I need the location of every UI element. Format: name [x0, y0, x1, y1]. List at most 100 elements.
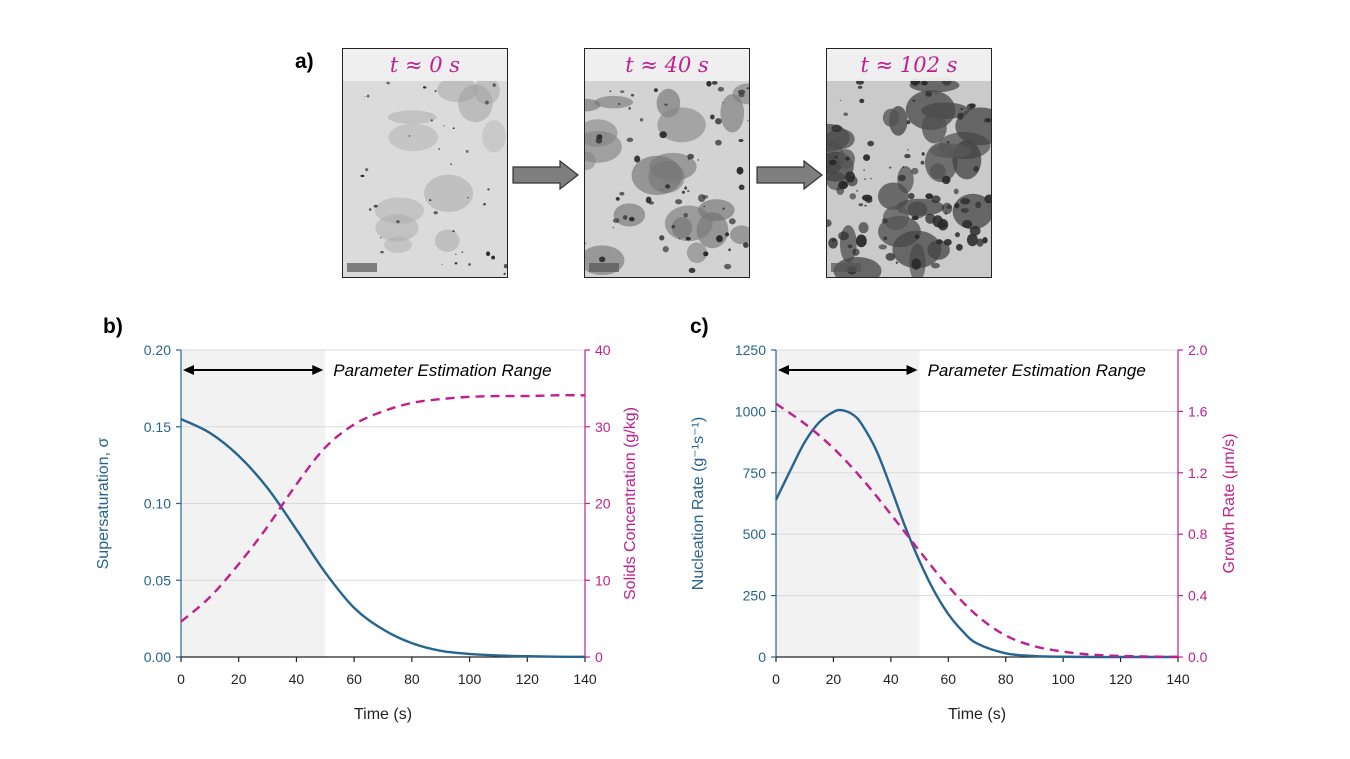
micrograph-shadow	[929, 163, 946, 179]
micrograph-shadow	[388, 123, 439, 152]
micrograph-shadow	[585, 130, 622, 163]
crystal-particle	[461, 251, 464, 253]
crystal-particle	[843, 112, 849, 117]
y2-tick-label: 30	[595, 419, 611, 435]
crystal-particle	[863, 169, 865, 172]
crystal-particle	[364, 96, 366, 98]
crystal-particle	[881, 218, 888, 224]
crystal-particle	[366, 94, 370, 98]
crystal-particle	[912, 81, 918, 87]
crystal-particle	[925, 213, 936, 224]
crystal-particle	[852, 248, 860, 256]
crystal-particle	[716, 235, 723, 243]
crystal-particle	[907, 149, 909, 151]
crystal-particle	[380, 236, 382, 239]
crystal-particle	[867, 140, 875, 147]
time-label: t ≈ 40 s	[585, 49, 749, 81]
scale-bar	[831, 263, 861, 272]
crystal-particle	[954, 232, 961, 238]
micrograph-image	[585, 49, 749, 277]
crystal-particle	[615, 196, 620, 201]
scale-bar	[589, 263, 619, 272]
micrograph-shadow	[387, 110, 437, 124]
crystal-particle	[711, 80, 718, 85]
crystal-particle	[380, 250, 384, 254]
micrograph-image	[827, 49, 991, 277]
range-arrow-right-head	[906, 365, 918, 375]
crystal-particle	[648, 201, 655, 205]
chart-b: b) 0.00 0.05 0.10 0.15 0.20 0 10 20 30 40 0 20 40 60 80…	[95, 315, 639, 723]
crystal-particle	[738, 138, 744, 143]
crystal-particle	[722, 102, 724, 104]
crystal-particle	[969, 225, 981, 236]
crystal-particle	[925, 193, 934, 200]
crystal-particle	[729, 218, 736, 225]
micrograph-shadow	[720, 93, 745, 133]
y-tick-label: 750	[743, 465, 767, 481]
crystal-particle	[671, 225, 676, 229]
crystal-particle	[706, 80, 712, 87]
micrograph-shadow	[649, 152, 697, 181]
x-tick-label: 60	[940, 671, 956, 687]
crystal-particle	[747, 120, 749, 122]
y-tick-label: 0.00	[144, 649, 171, 665]
crystal-particle	[683, 212, 688, 218]
x-tick-label: 20	[826, 671, 842, 687]
y2-tick-label: 0.4	[1188, 588, 1208, 604]
crystal-particle	[870, 177, 872, 180]
crystal-particle	[639, 118, 644, 122]
y-tick-label: 0.20	[144, 342, 171, 358]
crystal-particle	[864, 204, 867, 207]
crystal-particle	[960, 208, 969, 213]
x-axis-label: Time (s)	[948, 706, 1006, 723]
crystal-particle	[609, 90, 612, 93]
y2-tick-label: 40	[595, 342, 611, 358]
x-tick-label: 80	[998, 671, 1014, 687]
micrograph-shadow	[686, 242, 708, 264]
crystal-particle	[838, 231, 849, 241]
panel-label: c)	[690, 315, 709, 338]
crystal-particle	[626, 137, 634, 143]
crystal-particle	[360, 174, 365, 178]
crystal-particle	[858, 222, 869, 234]
crystal-particle	[946, 204, 952, 210]
crystal-particle	[368, 208, 372, 211]
crystal-particle	[935, 93, 937, 95]
x-tick-label: 20	[231, 671, 247, 687]
crystal-particle	[864, 178, 866, 180]
crystal-particle	[465, 149, 469, 153]
crystal-particle	[945, 178, 950, 183]
y-tick-label: 500	[743, 526, 767, 542]
crystal-particle	[936, 239, 943, 245]
crystal-particle	[984, 194, 991, 204]
crystal-particle	[859, 98, 865, 104]
micrograph-shadow	[482, 120, 506, 153]
crystal-particle	[503, 272, 506, 275]
crystal-particle	[468, 263, 472, 266]
crystal-particle	[422, 86, 427, 89]
crystal-particle	[492, 83, 496, 87]
y2-tick-label: 0.0	[1188, 649, 1208, 665]
crystal-particle	[736, 166, 744, 175]
crystal-particle	[467, 196, 469, 199]
crystal-particle	[697, 159, 700, 161]
micrograph-shadow	[424, 174, 473, 213]
crystal-particle	[828, 159, 837, 166]
crystal-particle	[596, 134, 603, 140]
scale-bar	[347, 263, 377, 272]
crystal-particle	[634, 155, 641, 163]
crystal-particle	[661, 189, 663, 191]
crystal-particle	[728, 248, 731, 252]
crystal-particle	[598, 256, 606, 263]
crystal-particle	[953, 188, 959, 195]
crystal-particle	[858, 203, 864, 207]
crystal-particle	[839, 99, 842, 101]
crystal-particle	[973, 166, 979, 172]
crystal-particle	[975, 201, 982, 209]
crystal-particle	[931, 195, 941, 204]
crystal-particle	[885, 252, 896, 261]
crystal-particle	[960, 107, 963, 111]
crystal-particle	[698, 194, 706, 203]
x-tick-label: 100	[1051, 671, 1075, 687]
